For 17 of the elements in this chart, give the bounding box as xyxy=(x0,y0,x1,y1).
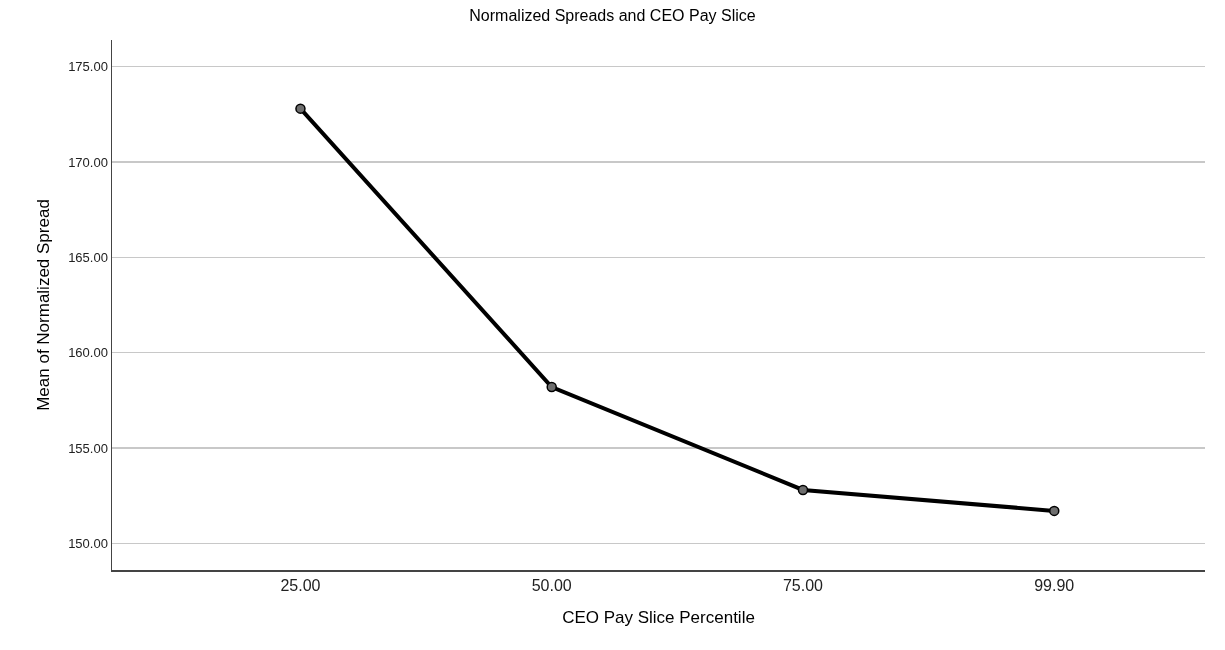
point xyxy=(1048,505,1060,517)
chart-title: Normalized Spreads and CEO Pay Slice xyxy=(469,6,756,24)
y-tick-label: 170.00 xyxy=(68,154,108,170)
x-tick-label: 50.00 xyxy=(531,576,572,594)
y-tick-label: 155.00 xyxy=(68,440,108,456)
point xyxy=(546,381,557,393)
y-axis-title: Mean of Normalized Spread xyxy=(33,199,53,411)
x-tick-label: 75.00 xyxy=(782,576,824,594)
y-tick-label: 165.00 xyxy=(68,249,108,265)
point xyxy=(797,484,809,496)
y-tick-label: 175.00 xyxy=(68,59,108,75)
x-tick-label: 99.90 xyxy=(1034,576,1075,594)
y-tick-label: 160.00 xyxy=(68,345,108,361)
y-tick-label: 150.00 xyxy=(68,535,108,551)
x-axis-title: CEO Pay Slice Percentile xyxy=(562,607,755,627)
point xyxy=(295,103,306,114)
x-tick-label: 25.00 xyxy=(280,576,321,594)
